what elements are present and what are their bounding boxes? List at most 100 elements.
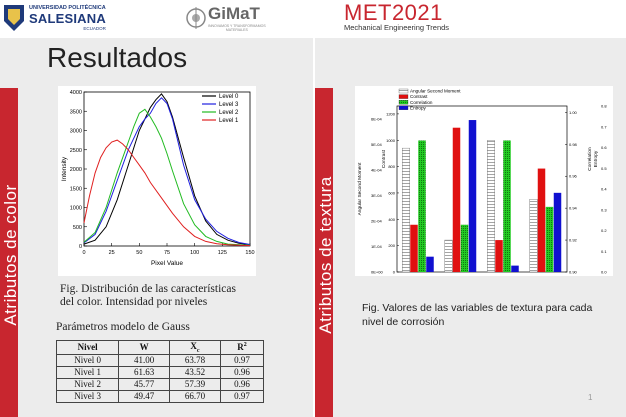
x-tick-label: 50 [136, 250, 142, 256]
legend-label: Level 1 [219, 118, 239, 124]
legend-swatch [398, 88, 409, 94]
legend-label: Angular Second Moment [410, 89, 461, 94]
correlation-tick-label: 0.92 [569, 238, 578, 243]
bar-correlation [418, 140, 426, 272]
legend-swatch [398, 94, 409, 99]
bar-angular-second-moment [444, 239, 453, 273]
right-sidebar [315, 88, 333, 417]
left-sidebar-label: Atributos de color [1, 184, 20, 326]
asm-tick-label: 0E+00 [371, 270, 383, 275]
contrast-tick-label: 800 [388, 164, 395, 169]
correlation-axis-label: Correlation [587, 147, 593, 171]
bar-entropy [468, 120, 477, 272]
y-tick-label: 4000 [70, 90, 82, 96]
legend-swatch [398, 100, 409, 105]
met-subtitle: Mechanical Engineering Trends [344, 23, 450, 32]
x-tick-label: 100 [190, 250, 199, 256]
right-sidebar-label: Atributos de textura [316, 176, 335, 334]
met-name: MET2021 [344, 0, 443, 25]
asm-tick-label: 6E-04 [371, 116, 382, 121]
table-cell: 45.77 [118, 377, 171, 391]
x-tick-label: 75 [164, 250, 170, 256]
bar-angular-second-moment [487, 140, 495, 273]
y-tick-label: 3500 [70, 109, 82, 115]
contrast-tick-label: 600 [388, 190, 395, 195]
bar-contrast [537, 168, 546, 272]
left-caption-line1: Fig. Distribución de las características [60, 283, 236, 295]
table-cell: 61.63 [118, 365, 171, 379]
contrast-tick-label: 400 [388, 217, 395, 222]
y-tick-label: 2000 [70, 167, 82, 173]
correlation-tick-label: 0.94 [569, 206, 578, 211]
table-cell: 0.97 [219, 389, 265, 403]
asm-tick-label: 3E-04 [371, 193, 382, 198]
header-r2: R2 [219, 340, 265, 355]
asm-tick-label: 2E-04 [371, 218, 382, 223]
table-cell: 0.96 [219, 377, 265, 391]
bar-entropy [511, 265, 519, 272]
x-tick-label: 0 [82, 250, 85, 256]
bar-entropy [426, 256, 434, 272]
entropy-tick-label: 0.0 [601, 270, 607, 275]
legend-label: Entropy [410, 105, 427, 110]
entropy-tick-label: 0.1 [601, 249, 607, 254]
x-tick-label: 25 [109, 250, 115, 256]
asm-axis-label: Angular Second Moment [357, 162, 363, 215]
series-line-level-1 [83, 139, 251, 247]
bar-contrast [410, 224, 418, 272]
color-histogram-chart: 0 500 1000 1500 2000 2500 3000 3500 4000 0 25 50 75 1… [58, 86, 256, 276]
table-row: Nivel 1 61.63 43.52 0.96 [55, 365, 265, 379]
correlation-tick-label: 0.96 [569, 174, 578, 179]
ups-main: SALESIANA [29, 11, 106, 26]
bar-correlation [460, 224, 469, 272]
entropy-tick-label: 0.6 [601, 145, 607, 150]
contrast-tick-label: 1200 [386, 111, 396, 116]
contrast-tick-label: 0 [393, 270, 396, 275]
x-axis-label: Pixel Value [151, 260, 183, 267]
header-nivel: Nivel [55, 340, 120, 355]
gauss-parameters-table: Nivel W Xc R2 Nivel 0 41.00 63.78 0.97 N… [55, 340, 265, 403]
shield-icon [4, 5, 24, 31]
table-cell: 49.47 [118, 389, 171, 403]
entropy-tick-label: 0.8 [601, 104, 607, 109]
y-axis-label: Intensity [61, 156, 68, 181]
table-cell: 43.52 [169, 365, 221, 379]
table-row: Nivel 0 41.00 63.78 0.97 [55, 353, 265, 367]
legend-label: Level 2 [219, 110, 239, 116]
table-cell: Nivel 2 [55, 377, 120, 391]
table-row: Nivel 3 49.47 66.70 0.97 [55, 389, 265, 403]
entropy-tick-label: 0.4 [601, 187, 607, 192]
ups-line2: ECUADOR [83, 26, 106, 31]
series-line-level-3 [83, 97, 251, 245]
page-title: Resultados [47, 42, 188, 73]
right-figure-caption: Fig. Valores de las variables de textura… [362, 301, 612, 329]
gimat-sub1: INNOVAMOS Y TRANSFORMAMOS [208, 24, 266, 28]
bar-contrast [452, 127, 461, 272]
entropy-tick-label: 0.2 [601, 228, 607, 233]
met-logo: MET2021 Mechanical Engineering Trends [344, 0, 474, 36]
table-cell: 41.00 [118, 353, 171, 367]
gimat-sub2: MATERIALES [225, 28, 248, 32]
x-tick-label: 125 [218, 250, 227, 256]
left-figure-caption: Fig. Distribución de las características… [60, 283, 260, 309]
gimat-name: GiMaT [208, 4, 260, 23]
asm-tick-label: 5E-04 [371, 142, 382, 147]
entropy-tick-label: 0.5 [601, 166, 607, 171]
legend-label: Level 0 [219, 94, 239, 100]
y-tick-label: 1000 [70, 206, 82, 212]
right-caption-line2: nivel de corrosión [362, 316, 445, 328]
page-number: 1 [588, 393, 593, 402]
right-caption-line1: Fig. Valores de las variables de textura… [362, 302, 593, 314]
left-caption-line2: del color. Intensidad por niveles [60, 296, 208, 308]
chart2-frame [396, 105, 568, 273]
table-header-row: Nivel W Xc R2 [55, 340, 265, 355]
correlation-tick-label: 0.98 [569, 142, 578, 147]
y-tick-label: 2500 [70, 148, 82, 154]
asm-tick-label: 4E-04 [371, 167, 382, 172]
table-cell: 0.96 [219, 365, 265, 379]
contrast-axis-label: Contrast [381, 149, 387, 168]
table-cell: 66.70 [169, 389, 221, 403]
table-cell: Nivel 3 [55, 389, 120, 403]
correlation-tick-label: 0.90 [569, 270, 578, 275]
ups-line1: UNIVERSIDAD POLITÉCNICA [29, 5, 106, 11]
